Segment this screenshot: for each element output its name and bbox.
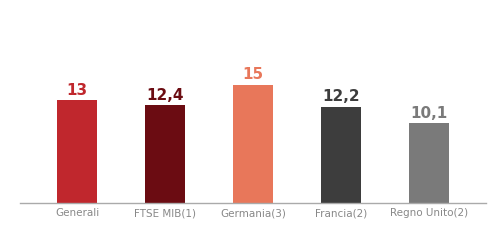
Bar (145, 105, 185, 203)
Bar (321, 107, 361, 203)
Text: 12,2: 12,2 (322, 89, 360, 104)
Text: 12,4: 12,4 (146, 88, 184, 103)
Bar (58, 100, 97, 203)
Text: 15: 15 (242, 67, 264, 82)
Bar (409, 123, 448, 203)
Bar (233, 85, 273, 203)
Text: 13: 13 (67, 83, 88, 98)
Text: 10,1: 10,1 (410, 106, 447, 121)
